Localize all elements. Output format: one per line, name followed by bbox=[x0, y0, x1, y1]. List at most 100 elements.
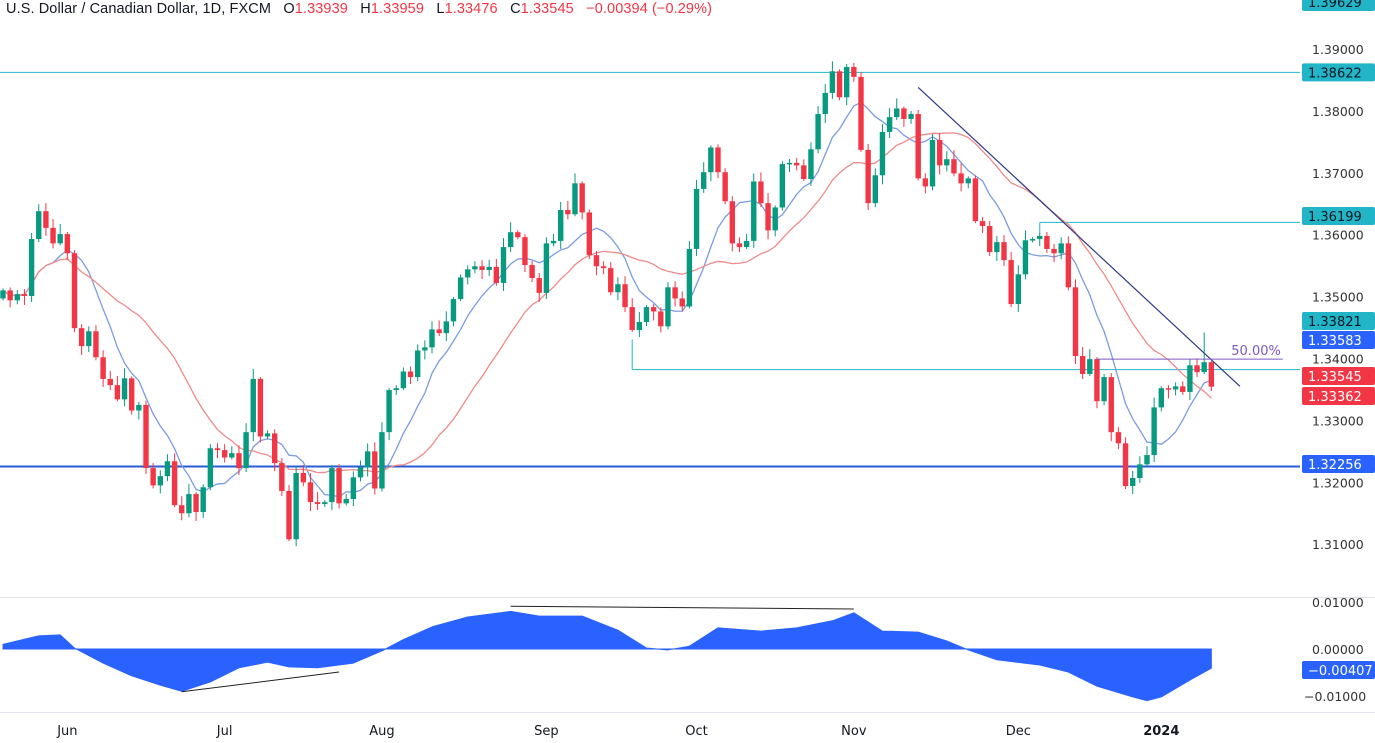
candle-up bbox=[121, 378, 128, 400]
trendline[interactable] bbox=[917, 86, 1241, 387]
price-tick: 1.36000 bbox=[1312, 228, 1364, 243]
ma-slow-tag: 1.33362 bbox=[1308, 390, 1362, 405]
candle-down bbox=[1044, 235, 1050, 249]
candle-up bbox=[1037, 235, 1043, 240]
top-price-tag: 1.39629 bbox=[1308, 0, 1362, 11]
candle-down bbox=[901, 108, 907, 119]
candle-up bbox=[701, 172, 707, 189]
candle-down bbox=[729, 201, 735, 244]
candle-up bbox=[229, 453, 235, 458]
candle-up bbox=[200, 487, 206, 513]
candle-down bbox=[279, 463, 285, 491]
candle-down bbox=[979, 221, 986, 227]
level-tag-bg bbox=[1302, 312, 1375, 330]
candle-down bbox=[922, 178, 929, 187]
level-tag: 1.38622 bbox=[1308, 66, 1362, 81]
oscillator-area bbox=[2, 610, 1212, 702]
candle-up bbox=[207, 448, 214, 488]
candle-up bbox=[186, 494, 192, 514]
candle-up bbox=[636, 321, 643, 331]
candle-down bbox=[372, 451, 378, 489]
candle-down bbox=[307, 482, 314, 503]
candle-up bbox=[815, 113, 821, 150]
time-tick: Aug bbox=[369, 724, 394, 739]
candle-down bbox=[1108, 377, 1114, 433]
candle-down bbox=[801, 165, 807, 179]
level-tag: 1.36199 bbox=[1308, 210, 1362, 225]
time-axis[interactable]: Jun Jul Aug Sep Oct Nov Dec 2024 bbox=[56, 724, 1179, 739]
candle-up bbox=[393, 388, 399, 391]
candle-down bbox=[272, 433, 278, 464]
candle-up bbox=[844, 66, 850, 98]
candle-up bbox=[329, 468, 335, 503]
candle-down bbox=[236, 453, 242, 469]
candle-up bbox=[343, 499, 349, 504]
candle-down bbox=[865, 149, 871, 204]
candle-up bbox=[929, 139, 936, 187]
ma-fast-tag: 1.33583 bbox=[1308, 334, 1362, 349]
candle-up bbox=[293, 473, 299, 540]
candle-up bbox=[379, 432, 385, 489]
candle-up bbox=[1144, 455, 1150, 465]
candle-down bbox=[536, 278, 542, 293]
candle-down bbox=[50, 227, 56, 244]
candle-up bbox=[86, 331, 92, 347]
candle-down bbox=[987, 226, 993, 253]
candle-down bbox=[1115, 432, 1122, 444]
candle-down bbox=[765, 203, 771, 231]
price-tick: 1.37000 bbox=[1312, 166, 1364, 181]
oscillator-value-tag-bg bbox=[1302, 661, 1375, 679]
candle-down bbox=[529, 265, 535, 279]
price-tick: 1.31000 bbox=[1312, 537, 1364, 552]
candle-down bbox=[1122, 443, 1129, 487]
candle-up bbox=[1029, 239, 1036, 241]
candle-up bbox=[772, 207, 778, 231]
candle-up bbox=[944, 159, 950, 166]
candle-up bbox=[572, 183, 578, 215]
candle-up bbox=[1201, 362, 1207, 373]
horizontal-levels[interactable] bbox=[0, 71, 1300, 468]
drawings[interactable]: 50.00% bbox=[917, 86, 1283, 387]
candle-up bbox=[1151, 407, 1157, 456]
support-tag: 1.32256 bbox=[1308, 458, 1362, 473]
candle-down bbox=[78, 328, 85, 347]
candle-down bbox=[100, 357, 106, 379]
candle-down bbox=[622, 284, 628, 308]
candle-up bbox=[357, 467, 364, 478]
candle-up bbox=[1015, 274, 1021, 305]
high-label: H bbox=[360, 1, 371, 17]
candle-down bbox=[522, 237, 528, 266]
candle-up bbox=[1087, 359, 1093, 374]
candle-up bbox=[36, 211, 42, 240]
candle-up bbox=[686, 248, 693, 307]
candle-down bbox=[565, 209, 571, 215]
symbol-title[interactable]: U.S. Dollar / Canadian Dollar, 1D, FXCM bbox=[6, 1, 271, 17]
candle-down bbox=[629, 307, 635, 331]
candle-down bbox=[736, 243, 743, 248]
high-value: 1.33959 bbox=[370, 1, 424, 17]
candle-down bbox=[858, 76, 864, 150]
candle-down bbox=[958, 173, 964, 184]
candle-down bbox=[758, 181, 764, 204]
candle-down bbox=[679, 298, 685, 307]
candle-up bbox=[665, 287, 671, 327]
candle-down bbox=[936, 139, 943, 166]
candle-down bbox=[715, 147, 721, 173]
candle-up bbox=[322, 502, 328, 504]
price-tick: 1.34000 bbox=[1312, 352, 1364, 367]
price-tick: 1.32000 bbox=[1312, 475, 1364, 490]
candle-down bbox=[179, 505, 185, 514]
candle-down bbox=[586, 212, 592, 256]
candle-down bbox=[1180, 386, 1186, 392]
pane-separators bbox=[0, 597, 1375, 713]
price-axis[interactable]: 1.39000 1.38000 1.37000 1.36000 1.35000 1.340… bbox=[1304, 42, 1366, 704]
candle-down bbox=[493, 266, 500, 283]
candle-up bbox=[500, 247, 507, 283]
oscillator-value-tag: −0.00407 bbox=[1308, 664, 1373, 679]
candle-down bbox=[793, 162, 800, 166]
candle-up bbox=[14, 294, 20, 301]
candle-down bbox=[515, 232, 521, 238]
candle-down bbox=[107, 378, 113, 386]
candle-up bbox=[350, 477, 357, 500]
